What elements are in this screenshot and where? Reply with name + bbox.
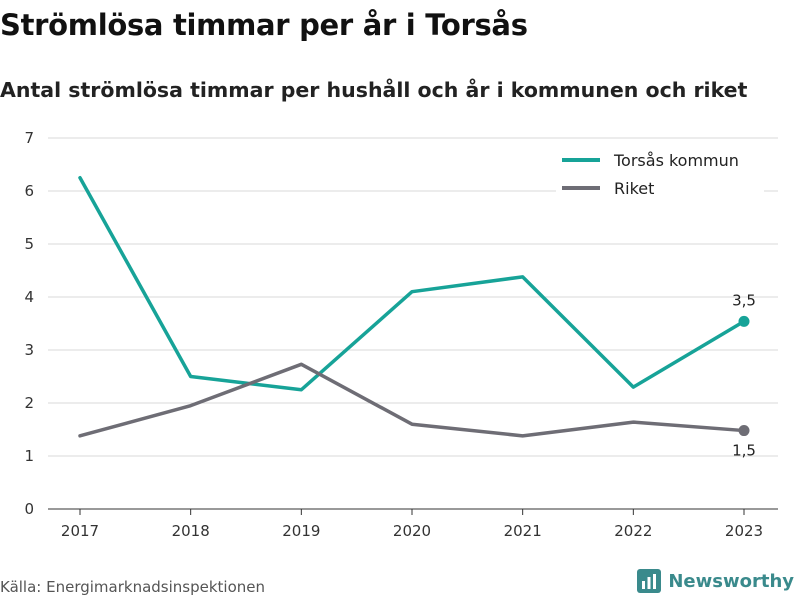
source-note: Källa: Energimarknadsinspektionen [0, 578, 266, 596]
y-tick-label: 7 [24, 129, 34, 147]
end-value-label-1: 1,5 [732, 442, 756, 460]
x-tick-label: 2017 [61, 522, 99, 540]
newsworthy-logo-icon [637, 569, 662, 593]
y-tick-label: 3 [24, 341, 34, 359]
data-labels: 3,5 1,5 [732, 291, 756, 459]
x-tick-label: 2022 [614, 522, 652, 540]
y-tick-label: 4 [24, 288, 34, 306]
end-value-label-0: 3,5 [732, 291, 756, 309]
chart-title: Strömlösa timmar per år i Torsås [0, 8, 528, 42]
y-tick-label: 1 [24, 447, 34, 465]
legend-label-0: Torsås kommun [613, 151, 739, 170]
x-tick-label: 2021 [504, 522, 542, 540]
x-tick-label: 2018 [172, 522, 210, 540]
x-tick-label: 2023 [725, 522, 763, 540]
y-tick-label: 0 [24, 500, 34, 518]
series-lines [78, 176, 750, 438]
series-line-0 [78, 176, 746, 392]
end-point-0 [738, 315, 750, 327]
x-tick-label: 2020 [393, 522, 431, 540]
legend-label-1: Riket [614, 179, 654, 198]
y-tick-label: 6 [24, 182, 34, 200]
legend: Torsås kommun Riket [556, 146, 764, 198]
y-tick-label: 5 [24, 235, 34, 253]
brand-name: Newsworthy [668, 570, 794, 592]
series-line-1 [78, 362, 746, 438]
y-tick-label: 2 [24, 394, 34, 412]
end-point-1 [738, 425, 750, 437]
brand-logo[interactable]: Newsworthy [637, 569, 794, 593]
axes: 0 1 2 3 4 5 6 7 2017 2018 2019 2020 2021 2022 2023 [24, 129, 778, 540]
chart-subtitle: Antal strömlösa timmar per hushåll och å… [0, 78, 748, 102]
x-tick-label: 2019 [282, 522, 320, 540]
